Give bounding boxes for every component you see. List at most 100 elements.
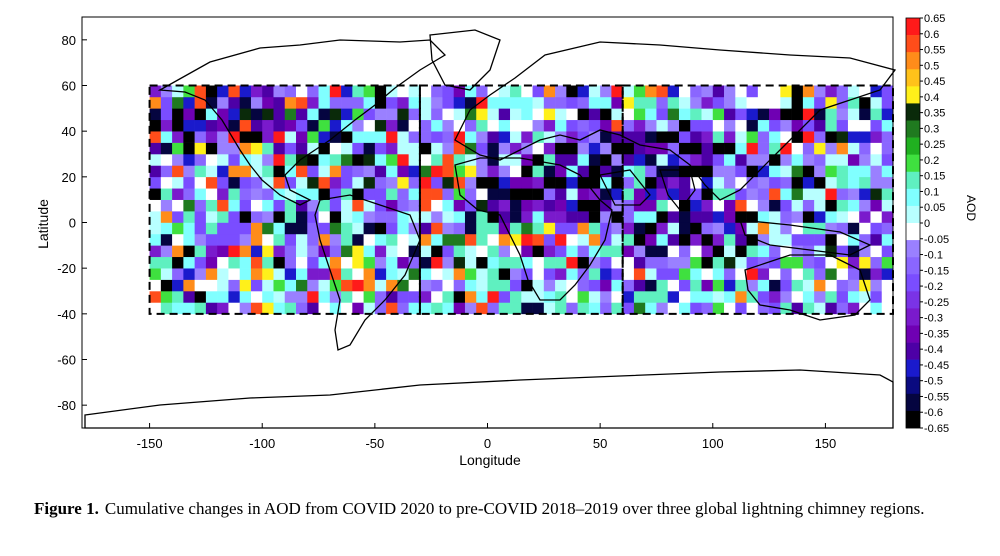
colorbar-segment: [906, 240, 920, 258]
aod-cell: [724, 302, 736, 315]
aod-cell: [566, 211, 578, 223]
aod-cell: [205, 96, 218, 109]
aod-cell: [836, 119, 849, 132]
aod-cell: [780, 131, 792, 143]
aod-cell: [453, 85, 466, 98]
aod-cell: [341, 211, 353, 223]
aod-cell: [724, 268, 736, 280]
aod-cell: [532, 302, 545, 315]
aod-cell: [250, 154, 263, 166]
aod-cell: [464, 245, 477, 258]
aod-cell: [329, 302, 342, 315]
aod-cell: [555, 245, 567, 258]
aod-cell: [239, 211, 252, 223]
aod-cell: [183, 279, 195, 292]
aod-cell: [194, 199, 207, 212]
aod-cell: [802, 245, 815, 258]
aod-cell: [273, 222, 286, 235]
aod-cell: [645, 302, 657, 315]
aod-cell: [318, 256, 331, 269]
aod-cell: [408, 131, 421, 143]
aod-cell: [172, 245, 184, 258]
y-tick-label: 0: [69, 216, 76, 231]
aod-cell: [645, 268, 657, 280]
aod-cell: [374, 233, 387, 246]
aod-cell: [701, 108, 714, 121]
aod-cell: [577, 131, 590, 143]
aod-cell: [284, 85, 297, 98]
aod-cell: [757, 154, 770, 166]
aod-cell: [172, 154, 184, 166]
aod-cell: [690, 199, 702, 212]
aod-cell: [633, 256, 646, 269]
aod-cell: [712, 279, 725, 292]
aod-cell: [532, 211, 545, 223]
aod-cell: [408, 188, 421, 200]
aod-cell: [667, 268, 680, 280]
aod-cell: [802, 119, 815, 132]
aod-cell: [453, 199, 466, 212]
aod-cell: [769, 154, 781, 166]
aod-cell: [374, 302, 387, 315]
aod-cell: [802, 85, 815, 98]
aod-cell: [746, 154, 759, 166]
aod-cell: [645, 245, 657, 258]
colorbar-tick-label: -0.35: [924, 328, 949, 340]
aod-cell: [701, 119, 714, 132]
aod-cell: [859, 108, 871, 121]
aod-cell: [284, 291, 297, 303]
aod-cell: [566, 142, 578, 155]
aod-cell: [250, 176, 263, 189]
aod-cell: [836, 142, 849, 155]
aod-cell: [780, 96, 792, 109]
aod-cell: [363, 96, 376, 109]
aod-cell: [859, 256, 871, 269]
aod-cell: [487, 119, 500, 132]
aod-cell: [419, 176, 432, 189]
aod-cell: [149, 256, 162, 269]
aod-cell: [735, 245, 747, 258]
aod-cell: [431, 176, 443, 189]
aod-cell: [352, 85, 364, 98]
aod-cell: [329, 96, 342, 109]
aod-cell: [712, 176, 725, 189]
aod-cell: [149, 188, 162, 200]
aod-cell: [791, 108, 804, 121]
aod-cell: [510, 165, 522, 178]
aod-cell: [645, 291, 657, 303]
aod-cell: [757, 176, 770, 189]
aod-cell: [341, 85, 353, 98]
aod-cell: [769, 199, 781, 212]
aod-cell: [149, 119, 162, 132]
aod-cell: [419, 211, 432, 223]
aod-cell: [622, 154, 635, 166]
aod-cell: [825, 302, 837, 315]
y-axis-label: Latitude: [35, 199, 51, 249]
aod-cell: [690, 291, 702, 303]
aod-cell: [600, 268, 612, 280]
aod-cell: [194, 222, 207, 235]
aod-cell: [814, 176, 826, 189]
aod-cell: [296, 245, 308, 258]
aod-cell: [228, 85, 240, 98]
aod-cell: [498, 85, 511, 98]
aod-cell: [847, 222, 860, 235]
aod-cell: [667, 211, 680, 223]
aod-cell: [262, 199, 274, 212]
aod-cell: [600, 211, 612, 223]
aod-cell: [329, 233, 342, 246]
aod-cell: [859, 233, 871, 246]
aod-cell: [284, 119, 297, 132]
aod-cell: [172, 279, 184, 292]
aod-cell: [622, 222, 635, 235]
colorbar-segment: [906, 342, 920, 360]
aod-cell: [374, 291, 387, 303]
aod-cell: [352, 108, 364, 121]
aod-cell: [476, 85, 488, 98]
colorbar-tick-label: -0.3: [924, 313, 943, 325]
aod-cell: [678, 154, 691, 166]
aod-cell: [431, 165, 443, 178]
aod-cell: [633, 268, 646, 280]
aod-cell: [881, 119, 894, 132]
aod-cell: [633, 188, 646, 200]
